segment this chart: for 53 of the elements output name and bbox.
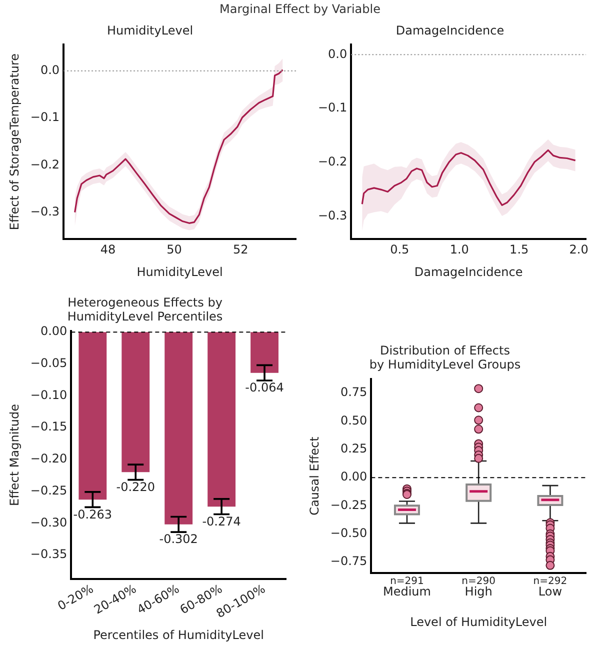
y-tick-label: −0.35	[30, 547, 68, 562]
y-tick-label: −0.05	[30, 356, 68, 370]
y-axis-title: Effect of StorageTemperature	[7, 53, 22, 230]
x-tick-label: 1.5	[510, 242, 529, 257]
y-tick-label: −0.15	[30, 420, 68, 434]
y-tick-label: 0.00	[340, 470, 368, 484]
y-tick-label: 0.00	[40, 324, 68, 338]
y-axis-title: Causal Effect	[307, 436, 322, 516]
y-tick-label: 0.0	[328, 46, 348, 61]
x-tick-label: 0.5	[390, 242, 410, 257]
x-axis-title: Level of HumidityLevel	[410, 614, 548, 629]
x-tick-label: High	[464, 584, 492, 599]
text: n=292	[533, 576, 568, 587]
y-tick-label: −0.1	[318, 100, 348, 115]
chart-title: Heterogeneous Effects by HumidityLevel Percentiles	[67, 295, 223, 324]
text: n=291	[390, 576, 424, 587]
x-axis-title: DamageIncidence	[414, 264, 523, 279]
y-tick-label: −0.10	[30, 388, 68, 402]
x-axis-title: Percentiles of HumidityLevel	[93, 628, 264, 642]
y-tick-label: −0.3	[30, 204, 60, 218]
y-tick-label: −0.2	[30, 157, 60, 172]
y-tick-label: −0.25	[330, 498, 368, 512]
y-tick-label: 0.75	[340, 385, 368, 400]
data-label: -0.220	[116, 480, 155, 494]
y-tick-label: −0.1	[30, 110, 60, 124]
x-tick-label: 52	[232, 242, 248, 257]
y-tick-label: −0.20	[30, 452, 68, 466]
data-label: -0.274	[202, 514, 241, 528]
y-tick-label: 0.50	[340, 413, 368, 428]
y-tick-label: −0.25	[30, 483, 68, 498]
chart-subtitle: HumidityLevel	[106, 23, 194, 38]
y-tick-label: 0.25	[340, 442, 368, 456]
y-tick-label: −0.75	[330, 554, 368, 568]
data-label: -0.263	[73, 507, 112, 522]
x-tick-label: 48	[100, 242, 116, 257]
x-tick-label: Medium	[382, 584, 431, 599]
y-tick-label: −0.3	[318, 208, 348, 223]
x-tick-label: Low	[538, 584, 562, 599]
chart-title: Distribution of Effects by HumidityLevel Groups	[369, 343, 521, 372]
x-tick-label: 1.0	[450, 242, 469, 257]
chart-title: DamageIncidence	[396, 23, 504, 38]
y-tick-label: −0.30	[30, 515, 68, 530]
data-label: -0.302	[159, 532, 198, 546]
chart-title: Marginal Effect by Variable	[218, 2, 382, 16]
y-tick-label: 0.0	[40, 62, 60, 77]
data-label: -0.064	[245, 380, 284, 395]
text: n=290	[462, 576, 496, 587]
y-tick-label: −0.2	[318, 154, 348, 169]
x-tick-label: 2.0	[569, 242, 588, 257]
y-axis-title: Effect Magnitude	[7, 404, 22, 506]
x-tick-label: 50	[166, 242, 182, 257]
x-axis-title: HumidityLevel	[136, 264, 223, 279]
y-tick-label: −0.50	[330, 526, 368, 540]
